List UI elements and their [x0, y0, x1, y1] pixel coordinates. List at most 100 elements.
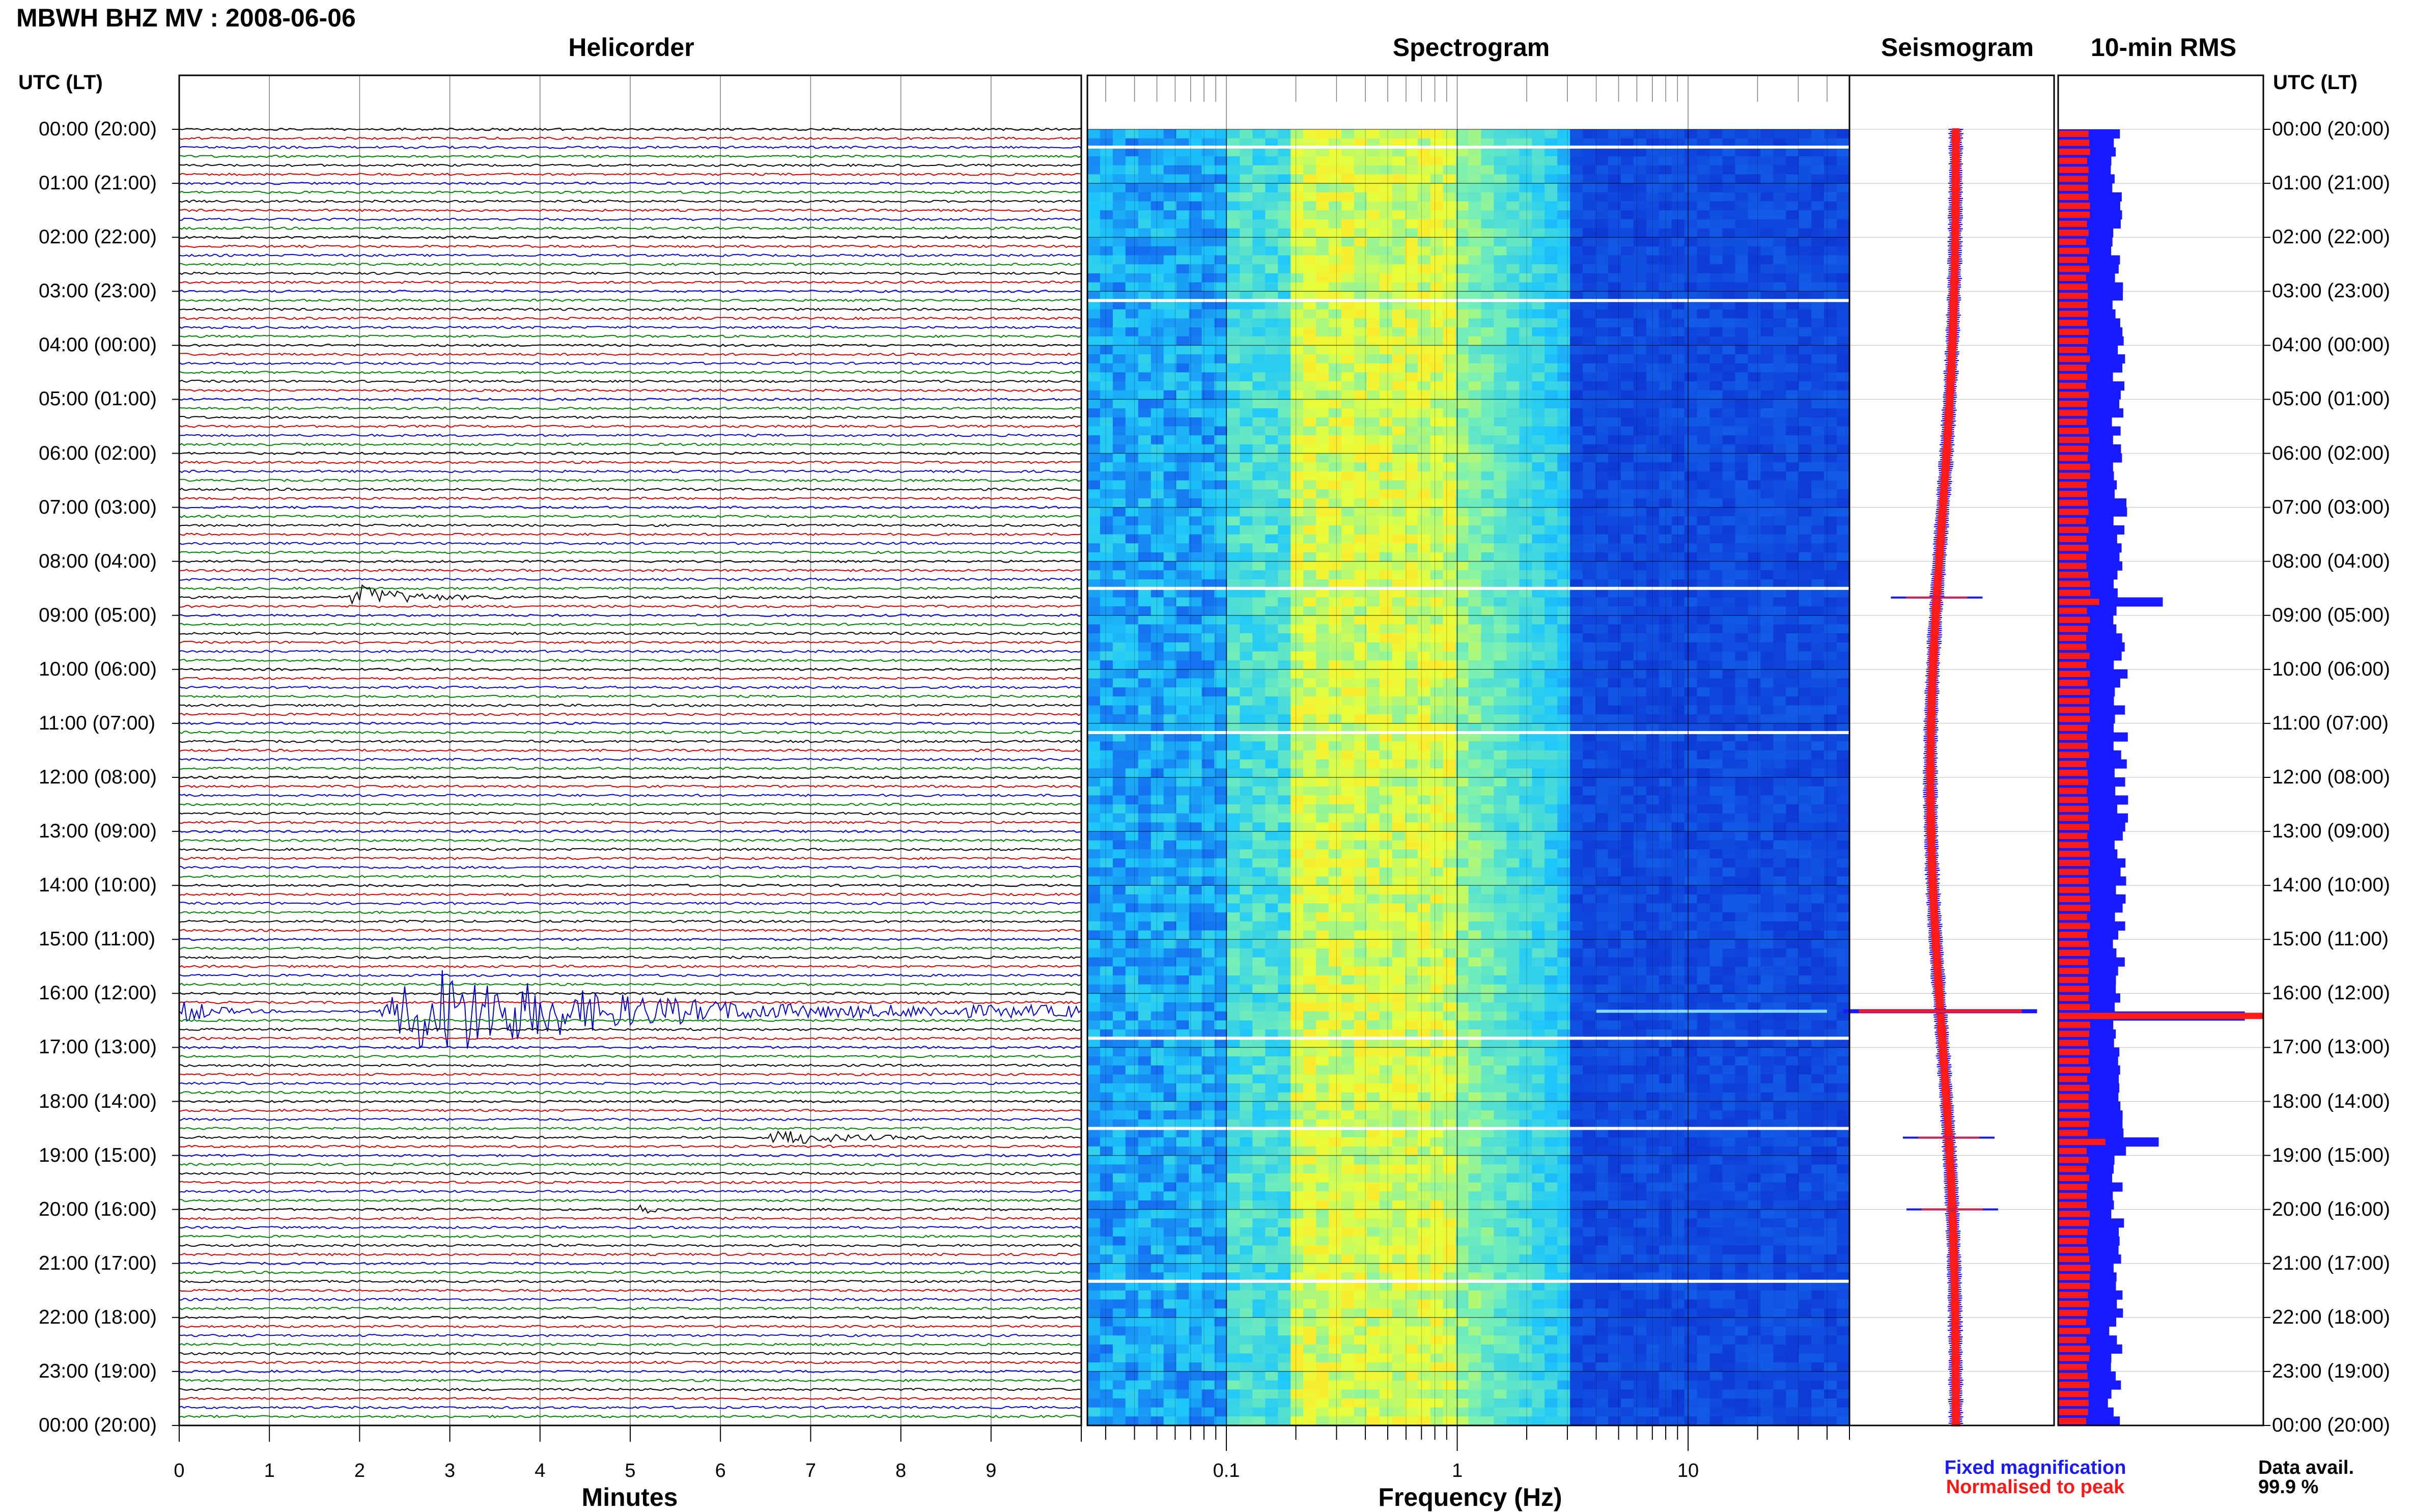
spectrogram-cell [1138, 562, 1152, 571]
spectrogram-cell [1811, 363, 1825, 373]
spectrogram-cell [1215, 624, 1228, 633]
spectrogram-cell [1392, 615, 1406, 625]
spectrogram-cell [1570, 192, 1583, 202]
spectrogram-cell [1189, 849, 1202, 858]
spectrogram-cell [1341, 562, 1355, 571]
spectrogram-cell [1240, 264, 1253, 273]
spectrogram-cell [1760, 327, 1774, 337]
spectrogram-cell [1176, 210, 1190, 219]
spectrogram-cell [1494, 219, 1507, 229]
spectrogram-cell [1087, 498, 1101, 508]
spectrogram-cell [1583, 417, 1596, 427]
spectrogram-cell [1316, 787, 1329, 796]
spectrogram-cell [1697, 471, 1710, 481]
spectrogram-cell [1494, 427, 1507, 436]
spectrogram-cell [1100, 696, 1113, 706]
spectrogram-cell [1735, 390, 1748, 400]
spectrogram-cell [1265, 867, 1278, 877]
spectrogram-cell [1672, 841, 1685, 850]
spectrogram-cell [1418, 427, 1431, 436]
spectrogram-cell [1252, 787, 1266, 796]
spectrogram-cell [1506, 597, 1520, 606]
spectrogram-cell [1532, 777, 1545, 787]
spectrogram-cell [1532, 508, 1545, 517]
spectrogram-cell [1087, 381, 1101, 390]
spectrogram-cell [1672, 337, 1685, 346]
spectrogram-cell [1837, 498, 1850, 508]
spectrogram-cell [1481, 156, 1494, 165]
spectrogram-cell [1506, 741, 1520, 750]
spectrogram-cell [1685, 706, 1698, 715]
spectrogram-cell [1138, 768, 1152, 777]
spectrogram-cell [1189, 229, 1202, 238]
spectrogram-cell [1202, 489, 1215, 498]
spectrogram-cell [1595, 408, 1609, 417]
spectrogram-cell [1634, 129, 1647, 138]
spectrogram-cell [1316, 390, 1329, 400]
spectrogram-cell [1506, 192, 1520, 202]
spectrogram-cell [1494, 535, 1507, 544]
spectrogram-cell [1773, 660, 1786, 669]
spectrogram-cell [1469, 264, 1482, 273]
spectrogram-cell [1418, 174, 1431, 183]
spectrogram-cell [1176, 516, 1190, 525]
spectrogram-cell [1443, 481, 1456, 490]
spectrogram-cell [1583, 624, 1596, 633]
spectrogram-cell [1532, 696, 1545, 706]
spectrogram-cell [1113, 777, 1126, 787]
spectrogram-cell [1595, 642, 1609, 652]
spectrogram-cell [1723, 858, 1736, 867]
spectrogram-cell [1506, 417, 1520, 427]
spectrogram-cell [1506, 462, 1520, 471]
spectrogram-cell [1252, 229, 1266, 238]
spectrogram-cell [1202, 246, 1215, 256]
spectrogram-cell [1685, 777, 1698, 787]
spectrogram-cell [1278, 147, 1291, 156]
spectrogram-cell [1621, 858, 1634, 867]
spectrogram-cell [1202, 237, 1215, 246]
spectrogram-cell [1227, 192, 1240, 202]
spectrogram-cell [1786, 210, 1799, 219]
spectrogram-cell [1303, 390, 1316, 400]
spectrogram-cell [1710, 831, 1723, 841]
spectrogram-cell [1341, 264, 1355, 273]
spectrogram-cell [1824, 498, 1837, 508]
spectrogram-cell [1595, 156, 1609, 165]
spectrogram-cell [1786, 804, 1799, 814]
spectrogram-cell [1811, 597, 1825, 606]
spectrogram-cell [1811, 652, 1825, 661]
spectrogram-cell [1215, 633, 1228, 642]
spectrogram-cell [1748, 444, 1761, 454]
spectrogram-cell [1710, 264, 1723, 273]
spectrogram-cell [1672, 822, 1685, 831]
spectrogram-cell [1570, 508, 1583, 517]
spectrogram-cell [1608, 552, 1621, 562]
spectrogram-cell [1303, 696, 1316, 706]
spectrogram-cell [1227, 273, 1240, 283]
spectrogram-cell [1697, 256, 1710, 265]
spectrogram-cell [1202, 399, 1215, 408]
spectrogram-cell [1646, 318, 1660, 327]
spectrogram-cell [1748, 615, 1761, 625]
spectrogram-cell [1189, 471, 1202, 481]
spectrogram-cell [1189, 454, 1202, 463]
spectrogram-cell [1303, 372, 1316, 381]
spectrogram-cell [1799, 516, 1812, 525]
spectrogram-cell [1202, 714, 1215, 723]
spectrogram-cell [1265, 795, 1278, 804]
spectrogram-cell [1621, 741, 1634, 750]
spectrogram-cell [1646, 804, 1660, 814]
spectrogram-cell [1697, 337, 1710, 346]
spectrogram-cell [1202, 508, 1215, 517]
spectrogram-cell [1634, 858, 1647, 867]
spectrogram-cell [1100, 354, 1113, 363]
spectrogram-cell [1786, 201, 1799, 210]
spectrogram-cell [1735, 606, 1748, 615]
spectrogram-cell [1443, 256, 1456, 265]
spectrogram-cell [1189, 345, 1202, 354]
spectrogram-cell [1329, 156, 1342, 165]
spectrogram-cell [1113, 427, 1126, 436]
spectrogram-cell [1760, 624, 1774, 633]
spectrogram-cell [1506, 642, 1520, 652]
spectrogram-cell [1202, 310, 1215, 319]
